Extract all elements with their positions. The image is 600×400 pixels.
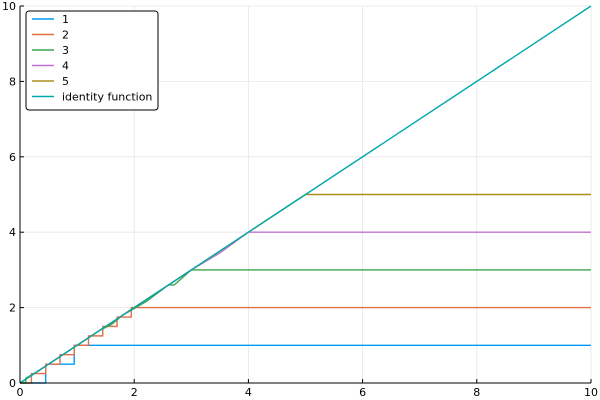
legend-box bbox=[25, 10, 159, 111]
grid bbox=[19, 5, 592, 384]
series-line-6 bbox=[19, 5, 592, 384]
y-tick-label: 10 bbox=[2, 0, 16, 13]
y-tick-label: 0 bbox=[9, 377, 16, 390]
x-tick-label: 8 bbox=[473, 386, 480, 399]
x-tick-label: 2 bbox=[131, 386, 138, 399]
x-tick-label: 4 bbox=[245, 386, 252, 399]
series-layer bbox=[19, 5, 592, 384]
legend-label-2: 2 bbox=[62, 29, 69, 42]
axes bbox=[19, 6, 591, 384]
y-tick-label: 2 bbox=[9, 302, 16, 315]
x-tick-label: 0 bbox=[17, 386, 24, 399]
legend-label-6: identity function bbox=[62, 91, 152, 104]
legend-label-3: 3 bbox=[62, 44, 69, 57]
y-tick-label: 6 bbox=[9, 151, 16, 164]
x-tick-label: 10 bbox=[584, 386, 598, 399]
legend-label-4: 4 bbox=[62, 60, 69, 73]
y-tick-label: 8 bbox=[9, 75, 16, 88]
x-tick-label: 6 bbox=[359, 386, 366, 399]
y-tick-label: 4 bbox=[9, 226, 16, 239]
legend: 1 2 3 4 5 identity function bbox=[25, 10, 159, 111]
legend-label-1: 1 bbox=[62, 13, 69, 26]
legend-label-5: 5 bbox=[62, 75, 69, 88]
